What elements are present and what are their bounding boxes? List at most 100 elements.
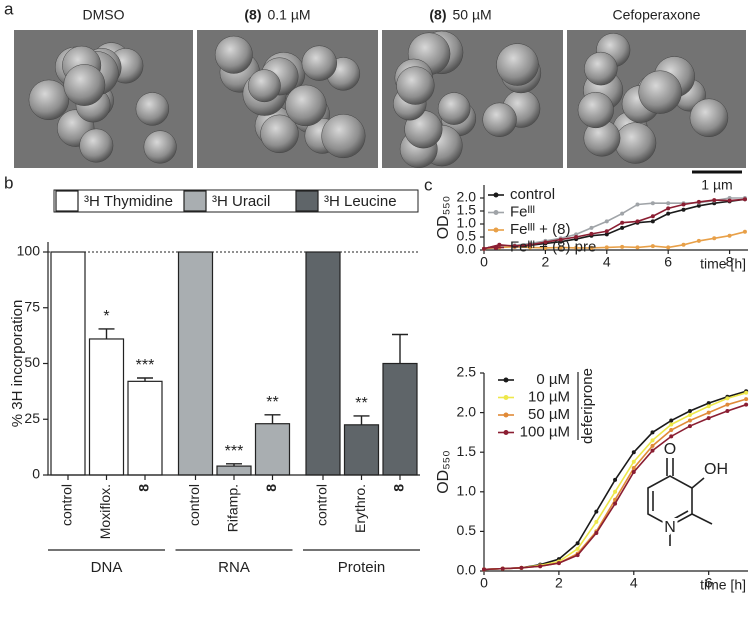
y-axis-label: % 3H incorporation xyxy=(9,300,26,428)
legend-label: Feᴵᴵᴵ xyxy=(510,203,535,220)
data-point xyxy=(687,412,692,417)
data-point xyxy=(712,236,717,241)
cell xyxy=(396,66,435,105)
cell xyxy=(496,43,539,86)
legend-swatch xyxy=(183,190,207,212)
data-point xyxy=(669,422,674,427)
y-tick-label: 1.5 xyxy=(457,202,477,218)
cell xyxy=(63,64,106,106)
data-point xyxy=(706,401,711,406)
data-point xyxy=(631,466,636,471)
data-point xyxy=(604,229,609,234)
x-tick-label: 6 xyxy=(664,254,672,270)
bar xyxy=(343,424,380,476)
data-point xyxy=(594,509,599,514)
cell xyxy=(143,130,177,164)
significance: *** xyxy=(136,357,155,374)
image-concentration: 0.1 µM xyxy=(268,7,311,23)
atom-label: O xyxy=(664,441,676,458)
data-point xyxy=(666,201,671,206)
data-point xyxy=(538,564,543,569)
cell xyxy=(689,98,729,138)
data-point xyxy=(666,206,671,211)
y-axis-label: OD₅₅₀ xyxy=(435,450,452,494)
data-point xyxy=(620,244,625,249)
y-tick-label: 0.0 xyxy=(457,241,477,257)
data-point xyxy=(650,430,655,435)
bar xyxy=(216,465,252,476)
data-point xyxy=(742,197,747,202)
group-label: Protein xyxy=(338,559,386,576)
data-point xyxy=(589,225,594,230)
panel-label: b xyxy=(4,173,13,192)
data-point xyxy=(744,390,749,395)
data-point xyxy=(681,202,686,207)
data-point xyxy=(744,397,749,402)
data-point xyxy=(650,201,655,206)
atom-label: N xyxy=(664,519,676,536)
x-tick-label: 8 xyxy=(263,484,279,492)
data-point xyxy=(613,477,618,482)
significance: * xyxy=(103,308,109,325)
legend-label: ³H Thymidine xyxy=(84,193,173,210)
series-line xyxy=(483,198,745,250)
x-tick-label: control xyxy=(59,484,75,526)
data-point xyxy=(574,235,579,239)
data-point xyxy=(687,409,692,414)
x-tick-label: 0 xyxy=(480,575,488,591)
error-bar xyxy=(353,415,370,425)
data-point xyxy=(556,561,561,566)
data-point xyxy=(594,519,599,524)
image-concentration: 50 µM xyxy=(453,7,492,23)
legend-swatch xyxy=(55,190,79,212)
image-label: DMSO xyxy=(83,7,125,23)
legend-label: Feᴵᴵᴵ + (8) pre xyxy=(510,238,596,255)
legend-label: 10 µM xyxy=(528,388,570,405)
x-tick-label: control xyxy=(186,484,202,526)
data-point xyxy=(687,424,692,429)
bar xyxy=(88,338,125,476)
data-point xyxy=(594,530,599,535)
x-tick-label: 2 xyxy=(555,575,563,591)
legend-label: ³H Uracil xyxy=(212,193,270,210)
data-point xyxy=(650,438,655,443)
legend-marker xyxy=(503,412,509,418)
data-point xyxy=(620,225,625,230)
data-point xyxy=(650,219,655,224)
data-point xyxy=(604,219,609,224)
data-point xyxy=(482,567,486,572)
data-point xyxy=(575,546,580,551)
error-bar xyxy=(98,328,115,339)
significance: *** xyxy=(225,443,244,460)
data-point xyxy=(543,245,548,250)
y-tick-label: 25 xyxy=(24,410,40,426)
data-point xyxy=(631,450,636,455)
data-point xyxy=(574,245,579,250)
data-point xyxy=(500,566,505,571)
cell xyxy=(260,114,299,154)
legend-marker xyxy=(493,245,499,250)
data-point xyxy=(631,459,636,464)
legend-marker xyxy=(493,227,499,233)
bar xyxy=(127,380,163,476)
y-tick-label: 2.5 xyxy=(457,364,477,380)
cell xyxy=(638,70,682,114)
data-point xyxy=(635,245,640,250)
x-tick-label: 8 xyxy=(136,484,152,492)
data-point xyxy=(589,231,594,236)
data-point xyxy=(528,242,533,247)
error-bar xyxy=(226,463,242,467)
data-point xyxy=(696,238,701,243)
scale-bar-label: 1 µm xyxy=(701,177,732,193)
bar xyxy=(305,251,341,476)
y-tick-label: 0.5 xyxy=(457,522,477,538)
cell xyxy=(79,128,114,163)
panel-label: a xyxy=(4,0,14,18)
x-tick-label: Erythro. xyxy=(352,484,368,533)
legend-label: Feᴵᴵᴵ + (8) xyxy=(510,221,570,238)
x-tick-label: 4 xyxy=(603,254,611,270)
data-point xyxy=(687,418,692,423)
data-point xyxy=(575,541,580,546)
legend-marker xyxy=(503,430,509,435)
legend-frame xyxy=(53,189,419,213)
